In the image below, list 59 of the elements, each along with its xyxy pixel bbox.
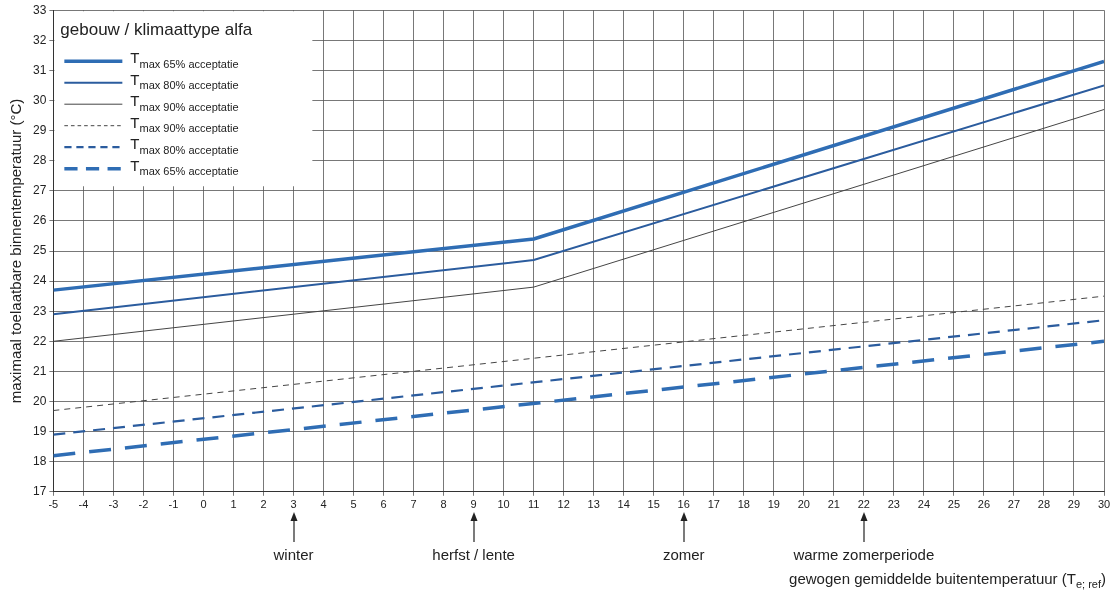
y-tick-label: 25 — [32, 243, 47, 258]
x-tick-label: 15 — [647, 498, 660, 511]
y-tick-label: 30 — [32, 92, 47, 107]
x-tick-label: -3 — [108, 498, 119, 511]
y-tick-label: 19 — [32, 423, 47, 438]
x-tick-label: 0 — [200, 498, 207, 511]
y-tick-label: 29 — [32, 122, 47, 137]
x-tick-label: 16 — [677, 498, 690, 511]
y-tick-label: 32 — [32, 32, 47, 47]
y-tick-label: 33 — [32, 2, 47, 17]
x-tick-label: 14 — [617, 498, 630, 511]
x-tick-label: 22 — [857, 498, 870, 511]
x-tick-label: 25 — [947, 498, 961, 511]
x-tick-label: -5 — [48, 498, 59, 511]
x-tick-label: 23 — [887, 498, 900, 511]
x-tick-label: 9 — [470, 498, 477, 511]
x-tick-label: 1 — [230, 498, 237, 511]
x-tick-label: 18 — [737, 498, 750, 511]
x-tick-label: 20 — [797, 498, 810, 511]
x-tick-label: 4 — [320, 498, 327, 511]
y-tick-label: 24 — [32, 273, 47, 288]
y-tick-label: 18 — [32, 454, 47, 469]
text: herfst / lente — [432, 545, 515, 563]
x-tick-label: 19 — [767, 498, 780, 511]
y-tick-label: 17 — [32, 484, 47, 499]
y-tick-label: 20 — [32, 393, 47, 408]
x-tick-label: 8 — [440, 498, 447, 511]
x-tick-label: 26 — [977, 498, 991, 511]
x-tick-label: -2 — [138, 498, 149, 511]
x-tick-label: 28 — [1037, 498, 1051, 511]
y-tick-label: 28 — [32, 153, 47, 168]
x-tick-label: 21 — [827, 498, 840, 511]
x-tick-label: 6 — [380, 498, 387, 511]
y-tick-label: 22 — [32, 333, 47, 348]
y-tick-label: 23 — [32, 303, 47, 318]
legend-title: gebouw / klimaattype alfa — [60, 20, 253, 40]
x-tick-label: 3 — [290, 498, 297, 511]
x-tick-label: 10 — [497, 498, 510, 511]
text: winter — [272, 545, 314, 563]
x-tick-label: 12 — [557, 498, 570, 511]
y-tick-label: 31 — [32, 62, 47, 77]
x-tick-label: 17 — [707, 498, 720, 511]
x-tick-label: 7 — [410, 498, 417, 511]
x-tick-label: 11 — [527, 498, 540, 511]
y-tick-label: 27 — [32, 183, 47, 198]
x-tick-label: 13 — [587, 498, 600, 511]
x-tick-label: 30 — [1097, 498, 1111, 511]
x-tick-label: -4 — [78, 498, 89, 511]
text: zomer — [662, 545, 705, 563]
x-tick-label: 27 — [1007, 498, 1021, 511]
x-tick-label: 24 — [917, 498, 931, 511]
text: warme zomerperiode — [792, 545, 935, 563]
x-tick-label: 29 — [1067, 498, 1081, 511]
x-tick-label: 5 — [350, 498, 357, 511]
y-tick-label: 21 — [32, 363, 47, 378]
y-tick-label: 26 — [32, 213, 47, 228]
y-axis-title: maximaal toelaatbare binnentemperatuur (°C) — [7, 98, 25, 404]
x-tick-label: 2 — [260, 498, 267, 511]
x-tick-label: -1 — [168, 498, 179, 511]
